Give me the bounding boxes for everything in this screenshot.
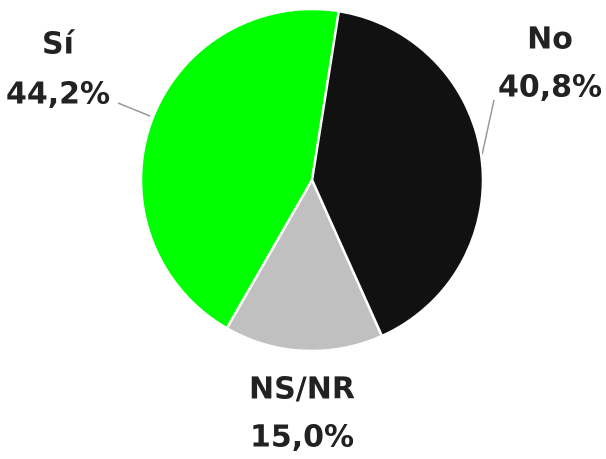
pie-slice xyxy=(310,9,485,338)
slice-value-label: 15,0% xyxy=(250,420,354,455)
slice-name-label: No xyxy=(527,22,573,57)
pie-slice xyxy=(139,7,341,330)
pie-slice xyxy=(225,177,384,353)
leader-line xyxy=(117,102,151,117)
slice-value-label: 40,8% xyxy=(498,70,602,105)
leader-line xyxy=(481,99,495,156)
slice-name-label: NS/NR xyxy=(249,372,355,407)
slice-name-label: Sí xyxy=(42,27,76,62)
slice-value-label: 44,2% xyxy=(6,77,110,112)
